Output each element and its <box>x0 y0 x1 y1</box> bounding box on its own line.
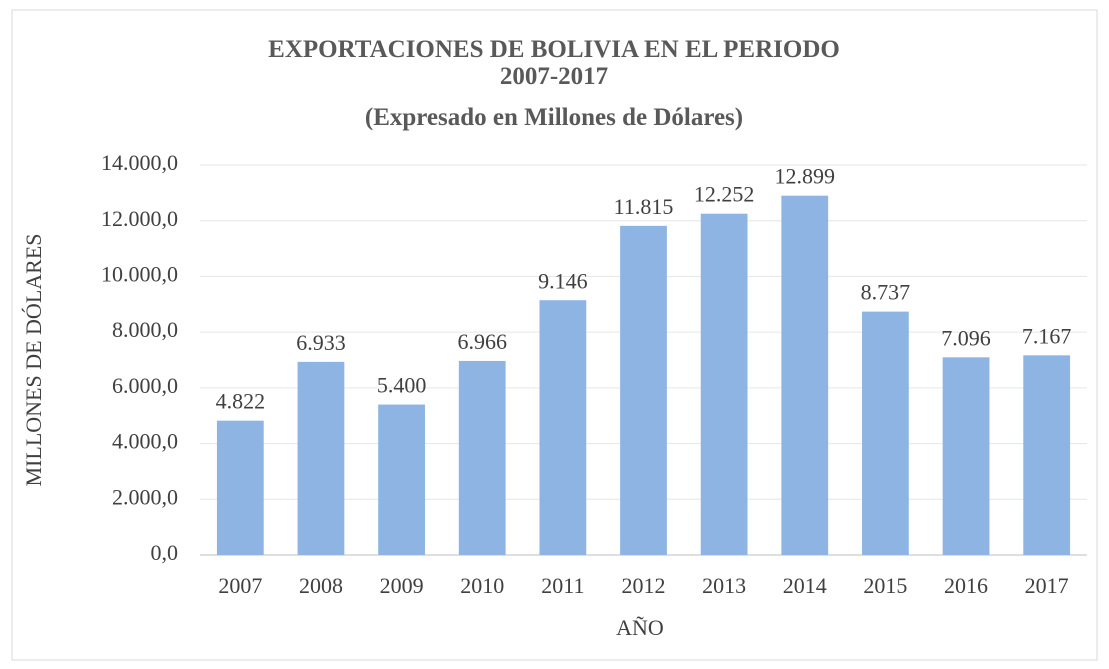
data-label: 11.815 <box>614 194 674 219</box>
bar <box>216 420 264 555</box>
y-tick-label: 14.000,0 <box>101 150 178 175</box>
y-tick-label: 2.000,0 <box>112 484 178 509</box>
data-label: 12.899 <box>775 164 836 189</box>
data-label: 6.966 <box>457 329 507 354</box>
y-tick-label: 8.000,0 <box>112 317 178 342</box>
bar <box>297 361 345 555</box>
data-label: 8.737 <box>861 280 911 305</box>
bar <box>781 195 829 555</box>
x-tick-label: 2015 <box>863 573 907 598</box>
data-label: 6.933 <box>296 330 346 355</box>
chart-subtitle: (Expresado en Millones de Dólares) <box>364 104 744 131</box>
data-label: 5.400 <box>377 373 427 398</box>
x-tick-label: 2008 <box>299 573 343 598</box>
bar <box>700 213 748 556</box>
y-tick-label: 10.000,0 <box>101 261 178 286</box>
data-label: 9.146 <box>538 268 588 293</box>
bar <box>539 300 587 555</box>
bar <box>458 360 506 555</box>
x-tick-label: 2011 <box>541 573 584 598</box>
x-tick-label: 2010 <box>460 573 504 598</box>
y-axis-label: MILLONES DE DÓLARES <box>21 234 46 487</box>
y-tick-label: 6.000,0 <box>112 373 178 398</box>
data-label: 7.096 <box>941 325 991 350</box>
x-tick-label: 2009 <box>380 573 424 598</box>
data-label: 4.822 <box>216 389 266 414</box>
x-tick-label: 2007 <box>218 573 262 598</box>
data-label: 7.167 <box>1022 323 1072 348</box>
x-tick-label: 2014 <box>783 573 827 598</box>
bar <box>378 404 425 555</box>
x-axis-label: AÑO <box>616 615 664 640</box>
y-tick-label: 12.000,0 <box>101 206 178 231</box>
bar <box>620 225 667 555</box>
chart-title: EXPORTACIONES DE BOLIVIA EN EL PERIODO 2… <box>268 36 840 90</box>
x-tick-label: 2016 <box>944 573 988 598</box>
x-tick-label: 2017 <box>1025 573 1069 598</box>
data-label: 12.252 <box>694 182 755 207</box>
y-tick-label: 0,0 <box>151 540 179 565</box>
x-tick-label: 2012 <box>622 573 666 598</box>
bar <box>1023 355 1071 555</box>
y-tick-label: 4.000,0 <box>112 429 178 454</box>
bar <box>942 357 990 555</box>
x-tick-label: 2013 <box>702 573 746 598</box>
bar <box>862 311 909 555</box>
